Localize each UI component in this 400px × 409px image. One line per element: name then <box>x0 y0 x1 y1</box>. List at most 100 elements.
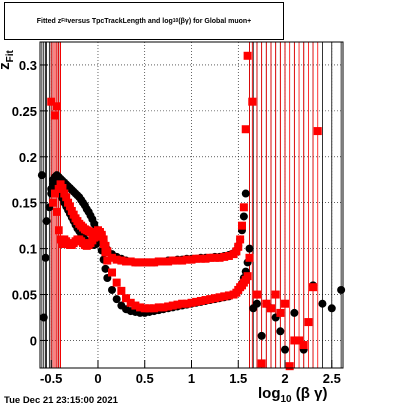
data-point-circle <box>290 308 299 317</box>
data-point-circle <box>39 313 48 322</box>
data-point-square <box>257 359 266 368</box>
x-tick-label: 1 <box>188 371 195 386</box>
data-point-square <box>97 230 106 239</box>
data-point-square <box>154 257 163 266</box>
data-point-square <box>220 292 229 301</box>
data-point-circle <box>337 285 346 294</box>
data-point-circle <box>101 264 110 273</box>
data-point-square <box>262 299 271 308</box>
data-point-square <box>196 254 205 263</box>
data-point-square <box>248 97 257 106</box>
y-tick-label: 0.05 <box>12 288 37 303</box>
data-point-square <box>290 336 299 345</box>
x-tick-label: 1.5 <box>229 371 247 386</box>
y-tick-label: 0.25 <box>12 104 37 119</box>
data-point-square <box>126 257 135 266</box>
data-point-square <box>136 303 145 312</box>
data-point-circle <box>281 345 290 354</box>
y-tick-label: 0.3 <box>19 58 37 73</box>
data-point-square <box>173 300 182 309</box>
data-point-square <box>164 257 173 266</box>
data-point-square <box>241 125 250 134</box>
data-point-square <box>210 294 219 303</box>
data-point-square <box>239 203 248 212</box>
data-point-square <box>145 258 154 267</box>
data-point-square <box>108 268 117 277</box>
data-point-square <box>52 207 61 216</box>
data-point-square <box>122 257 131 266</box>
data-point-square <box>210 253 219 262</box>
data-point-square <box>243 272 252 281</box>
data-point-square <box>196 296 205 305</box>
data-point-square <box>232 247 241 256</box>
data-point-circle <box>239 212 248 221</box>
data-point-square <box>168 256 177 265</box>
data-point-square <box>192 297 201 306</box>
data-point-square <box>245 253 254 262</box>
data-point-square <box>126 298 135 307</box>
data-point-square <box>236 235 245 244</box>
data-point-square <box>309 283 318 292</box>
data-point-square <box>150 258 159 267</box>
data-point-square <box>295 336 304 345</box>
data-point-square <box>206 295 215 304</box>
y-label-main: z <box>0 62 13 70</box>
data-point-square <box>159 303 168 312</box>
x-label-sub: 10 <box>280 394 292 405</box>
axis-ticks: -0.5 0 0.5 1 1.5 2 2.5 0 0.05 0.1 0.15 0.2 0.25 0.3 <box>12 58 341 386</box>
data-point-square <box>168 301 177 310</box>
data-point-circle <box>327 304 336 313</box>
data-point-square <box>117 256 126 265</box>
data-point-square <box>224 251 233 260</box>
data-point-square <box>103 247 112 256</box>
data-point-square <box>304 318 313 327</box>
data-point-square <box>252 290 261 299</box>
data-point-square <box>187 255 196 264</box>
data-point-square <box>285 362 294 371</box>
data-point-square <box>65 202 74 211</box>
data-point-square <box>173 256 182 265</box>
data-point-square <box>313 127 322 136</box>
title-part-2: versus TpcTrackLength and log <box>67 17 173 25</box>
data-point-square <box>50 189 59 198</box>
data-point-square <box>54 226 63 235</box>
data-point-square <box>52 102 61 111</box>
data-point-square <box>62 193 71 202</box>
data-point-square <box>122 294 131 303</box>
data-point-circle <box>108 285 117 294</box>
title-sub-1: Fit <box>61 18 68 24</box>
data-point-square <box>112 255 121 264</box>
data-markers <box>37 51 346 371</box>
data-point-square <box>206 253 215 262</box>
data-point-square <box>145 304 154 313</box>
data-point-square <box>131 258 140 267</box>
data-point-square <box>182 255 191 264</box>
data-point-square <box>182 299 191 308</box>
data-point-circle <box>318 299 327 308</box>
data-point-square <box>49 198 58 207</box>
y-tick-label: 0.15 <box>12 196 37 211</box>
x-tick-label: 2.5 <box>323 371 341 386</box>
data-point-square <box>299 341 308 350</box>
data-point-square <box>187 298 196 307</box>
title-part-1: Fitted z <box>36 17 62 25</box>
data-point-circle <box>276 327 285 336</box>
x-tick-label: 0.5 <box>136 371 154 386</box>
data-point-square <box>154 303 163 312</box>
data-point-square <box>136 258 145 267</box>
y-label-sub: Fit <box>4 50 16 63</box>
data-point-circle <box>257 331 266 340</box>
chart-title: Fitted z Fit versus TpcTrackLength and l… <box>4 2 284 40</box>
data-point-circle <box>241 189 250 198</box>
data-point-circle <box>252 299 261 308</box>
y-tick-label: 0 <box>30 333 37 348</box>
data-point-square <box>201 296 210 305</box>
data-point-circle <box>42 217 51 226</box>
data-point-square <box>224 291 233 300</box>
data-point-square <box>50 111 59 120</box>
data-point-square <box>140 304 149 313</box>
data-point-square <box>103 256 112 265</box>
data-point-square <box>99 235 108 244</box>
